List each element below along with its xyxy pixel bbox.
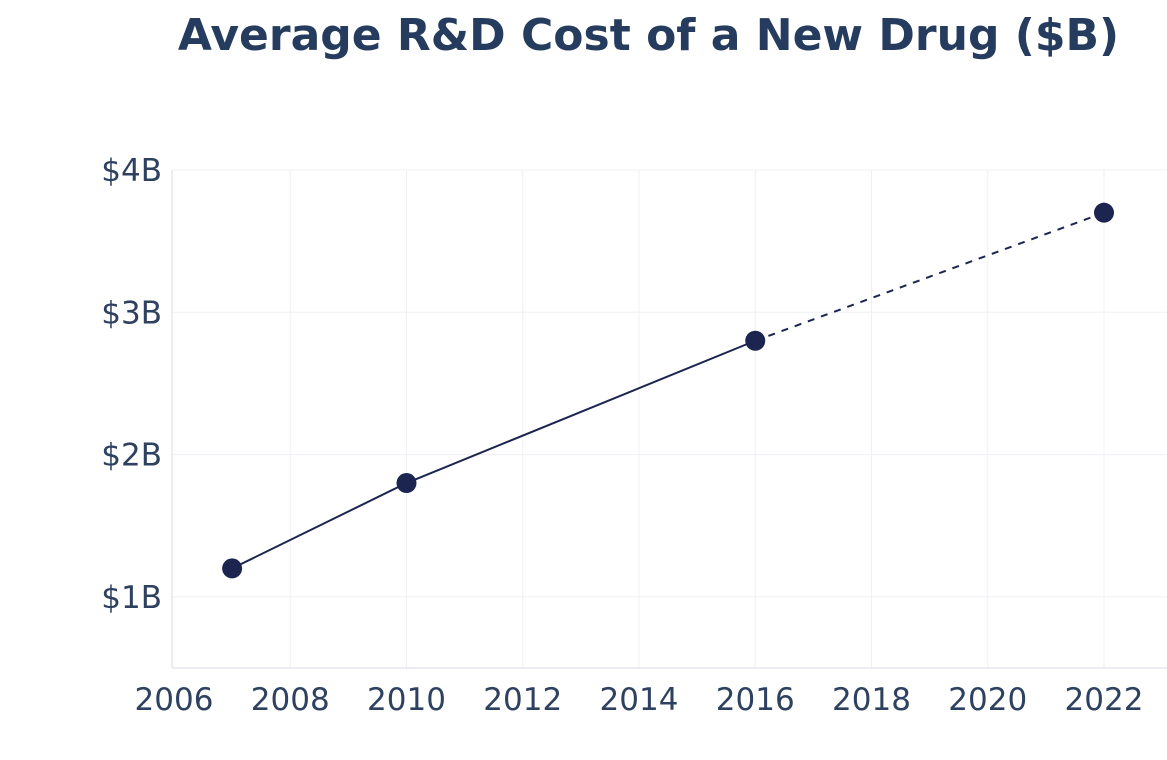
chart-title: Average R&D Cost of a New Drug ($B)	[177, 10, 1120, 61]
axis-layer	[171, 170, 1167, 669]
x-tick-label: 2008	[251, 682, 330, 718]
x-tick-label: 2020	[948, 682, 1027, 718]
x-tick-label: 2014	[600, 682, 679, 718]
y-tick-label: $4B	[101, 153, 162, 189]
x-tick-label: 2018	[832, 682, 911, 718]
series-segment	[231, 482, 407, 570]
data-point	[1094, 202, 1114, 223]
data-point	[745, 330, 766, 351]
x-tick-label: 2010	[367, 682, 446, 718]
x-tick-label: 2006	[135, 682, 214, 718]
series-point-layer	[222, 202, 1114, 579]
y-tick-label: $2B	[101, 438, 162, 474]
y-tick-label: $3B	[101, 295, 162, 331]
x-tick-label: 2016	[716, 682, 795, 718]
y-tick-label: $1B	[101, 580, 162, 616]
tick-label-layer: 2006 2008 2010 2012 2014 2016 2018 2020 2022 $1B $…	[101, 153, 1143, 718]
series-segment	[406, 339, 756, 484]
x-tick-label: 2022	[1065, 682, 1144, 718]
data-point	[222, 558, 243, 579]
series-line-layer	[231, 211, 1105, 570]
series-segment-dashed	[754, 211, 1105, 342]
grid-layer	[172, 169, 1167, 668]
x-tick-label: 2012	[483, 682, 562, 718]
data-point	[396, 473, 417, 494]
